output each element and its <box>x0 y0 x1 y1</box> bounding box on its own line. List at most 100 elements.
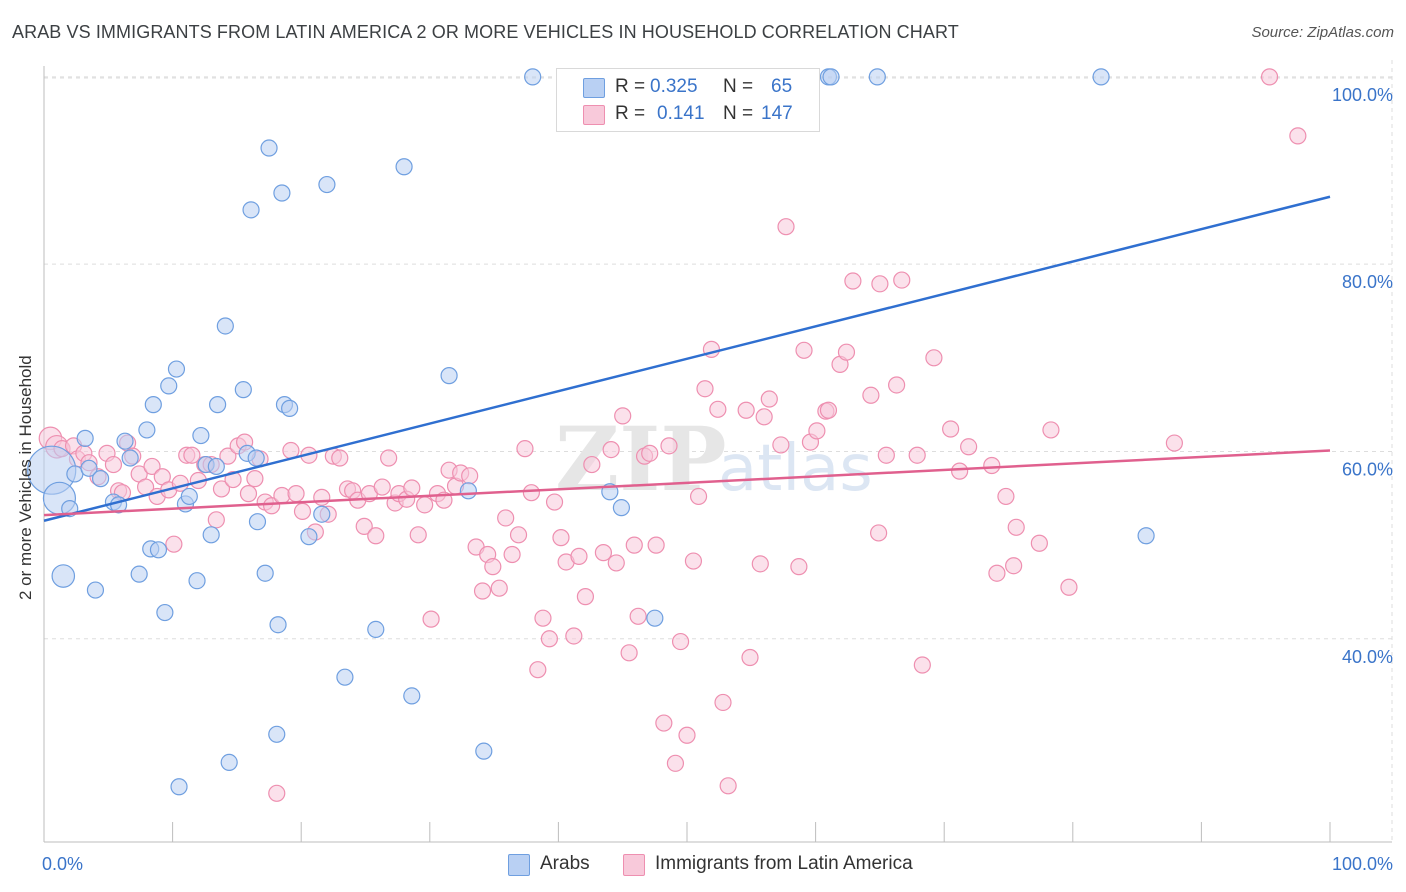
latin-point <box>331 449 349 467</box>
arab-point <box>188 572 206 590</box>
latin-point <box>696 380 714 398</box>
legend-n-value: 65 <box>771 76 793 97</box>
correlation-legend: R = 0.325 N = 65 R = 0.141 N = 147 <box>556 68 820 132</box>
latin-point <box>655 714 673 732</box>
latin-point <box>1260 68 1279 86</box>
arab-point <box>1092 68 1110 86</box>
trend-lines <box>43 195 1331 522</box>
latin-point <box>503 545 521 564</box>
latin-point <box>545 493 564 511</box>
arab-point <box>242 201 260 219</box>
arab-point <box>209 396 227 414</box>
latin-point <box>908 446 926 464</box>
arab-point <box>156 603 174 622</box>
arab-point <box>247 449 265 467</box>
latin-point <box>104 455 123 474</box>
y-tick-label: 80.0% <box>1342 272 1393 292</box>
arab-point <box>646 609 664 627</box>
arab-point <box>300 528 318 546</box>
latin-point <box>570 547 588 565</box>
latin-point <box>373 478 391 496</box>
arab-point <box>180 487 198 506</box>
arab-point <box>269 616 287 634</box>
arab-point <box>167 360 186 378</box>
latin-point <box>224 470 242 489</box>
latin-point <box>239 485 258 503</box>
arab-point <box>130 565 148 583</box>
latin-point <box>913 656 931 674</box>
latin-point <box>473 582 492 600</box>
arab-point <box>256 564 274 582</box>
arab-point <box>91 470 110 488</box>
latin-point <box>293 502 312 521</box>
latin-point <box>837 343 856 361</box>
latin-point <box>660 437 678 455</box>
latin-point <box>877 446 895 464</box>
arab-point <box>86 581 105 599</box>
arab-point <box>273 184 291 202</box>
latin-point <box>777 218 795 236</box>
latin-point <box>1030 534 1048 552</box>
arab-point <box>216 317 234 335</box>
latin-point <box>678 726 696 744</box>
arab-point <box>268 725 286 743</box>
latin-point <box>1289 127 1307 145</box>
latin-point <box>461 467 479 485</box>
latin-point <box>183 446 201 464</box>
arabs-swatch <box>583 78 605 98</box>
legend-n-label: N = <box>723 103 754 124</box>
legend-r-label: R = <box>615 76 646 97</box>
latin-point <box>484 558 502 576</box>
latin-point <box>529 661 547 679</box>
arab-point <box>475 742 493 760</box>
latin-point <box>263 497 281 515</box>
y-axis-label: 2 or more Vehicles in Household <box>16 355 35 600</box>
latin-point <box>552 529 570 547</box>
arab-point <box>76 429 94 447</box>
legend-row-latin: R = 0.141 N = 147 <box>557 101 819 127</box>
chart-source: Source: ZipAtlas.com <box>1251 24 1394 41</box>
latin-point <box>268 784 286 802</box>
latin-point <box>1005 557 1023 575</box>
latin-point <box>862 386 880 404</box>
latin-point <box>516 440 534 458</box>
latin-point <box>671 632 690 651</box>
latin-legend-swatch <box>623 854 645 876</box>
latin-point <box>522 484 540 502</box>
arab-point <box>868 68 886 86</box>
latin-point <box>951 462 969 480</box>
latin-point <box>409 526 427 544</box>
legend-r-label: R = <box>615 103 646 124</box>
arab-point <box>403 687 421 705</box>
latin-point <box>490 579 508 597</box>
arab-point <box>524 68 542 86</box>
latin-point <box>594 544 613 562</box>
latin-point <box>165 535 183 553</box>
latin-point <box>534 609 552 627</box>
arabs-legend-swatch <box>508 854 530 876</box>
latin-point <box>755 408 773 426</box>
latin-point <box>709 400 727 418</box>
latin-point <box>625 536 643 554</box>
latin-point <box>808 422 826 440</box>
latin-point <box>1060 578 1078 596</box>
latin-trend-line <box>43 449 1331 517</box>
latin-point <box>313 488 331 506</box>
latin-point <box>870 524 888 542</box>
latin-point <box>988 564 1006 582</box>
latin-point <box>741 648 759 667</box>
latin-point <box>1042 421 1060 439</box>
arab-point <box>80 459 98 477</box>
arab-point <box>367 620 385 639</box>
latin-point <box>614 407 632 425</box>
latin-point <box>620 644 638 662</box>
arab-point <box>612 499 631 517</box>
legend-n-label: N = <box>723 76 754 97</box>
arab-point <box>202 526 220 544</box>
latin-point <box>719 777 737 795</box>
arab-point <box>313 505 331 523</box>
latin-point <box>583 455 601 474</box>
arab-point <box>336 668 354 686</box>
arab-point <box>260 139 278 157</box>
